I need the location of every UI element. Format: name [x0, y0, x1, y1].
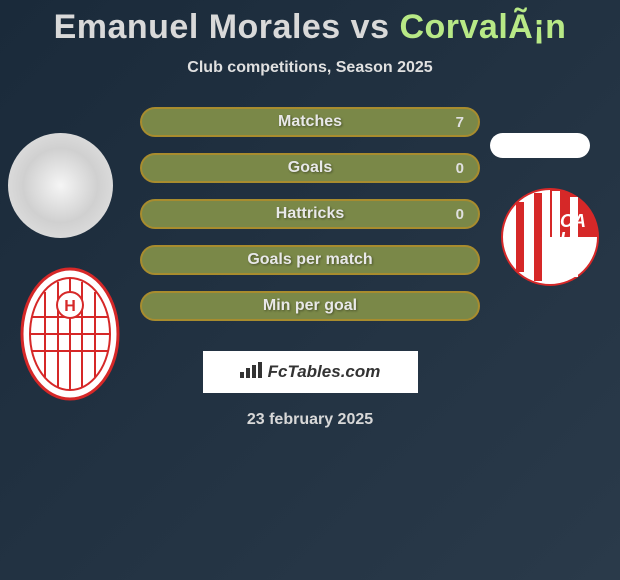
stat-bars: Matches 7 Goals 0 Hattricks 0 Goals per …: [140, 107, 480, 321]
player1-avatar: [8, 133, 113, 238]
player2-club-crest: CA U: [500, 187, 600, 287]
stat-bar-min-per-goal: Min per goal: [140, 291, 480, 321]
stat-label: Goals: [288, 159, 332, 177]
stat-bar-goals: Goals 0: [140, 153, 480, 183]
logo-text: FcTables.com: [268, 362, 381, 382]
stat-bar-hattricks: Hattricks 0: [140, 199, 480, 229]
stat-label: Matches: [278, 113, 342, 131]
svg-text:U: U: [560, 229, 574, 249]
vs-text: vs: [351, 8, 390, 46]
fctables-logo: FcTables.com: [203, 351, 418, 393]
stat-bar-goals-per-match: Goals per match: [140, 245, 480, 275]
stat-right-value: 0: [456, 206, 464, 223]
stat-label: Goals per match: [247, 251, 372, 269]
chart-icon: [240, 362, 262, 383]
player2-avatar: [490, 133, 590, 158]
stat-right-value: 0: [456, 160, 464, 177]
svg-text:H: H: [64, 298, 76, 315]
stat-label: Hattricks: [276, 205, 344, 223]
player1-club-crest: H: [20, 267, 120, 402]
page-title: Emanuel Morales vs CorvalÃ¡n: [0, 0, 620, 47]
stat-label: Min per goal: [263, 297, 357, 315]
subtitle: Club competitions, Season 2025: [0, 59, 620, 77]
stat-right-value: 7: [456, 114, 464, 131]
player1-name: Emanuel Morales: [54, 8, 341, 46]
svg-text:CA: CA: [560, 211, 586, 231]
player2-name: CorvalÃ¡n: [399, 8, 566, 46]
date-text: 23 february 2025: [0, 411, 620, 429]
stat-bar-matches: Matches 7: [140, 107, 480, 137]
content-area: H CA U Matches 7 Goals 0 Hattricks: [0, 107, 620, 429]
